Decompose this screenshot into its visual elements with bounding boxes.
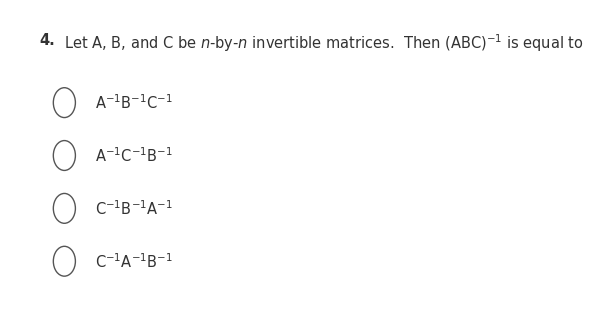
Text: $\mathrm{C}^{-1}\mathrm{B}^{-1}\mathrm{A}^{-1}$: $\mathrm{C}^{-1}\mathrm{B}^{-1}\mathrm{A… (95, 199, 173, 218)
Text: 4.: 4. (40, 33, 56, 48)
Text: $\mathrm{A}^{-1}\mathrm{B}^{-1}\mathrm{C}^{-1}$: $\mathrm{A}^{-1}\mathrm{B}^{-1}\mathrm{C… (95, 93, 173, 112)
Text: Let A, B, and C be $n$-by-$n$ invertible matrices.  Then $(\mathrm{ABC})^{-1}$ i: Let A, B, and C be $n$-by-$n$ invertible… (64, 33, 584, 54)
Text: $\mathrm{C}^{-1}\mathrm{A}^{-1}\mathrm{B}^{-1}$: $\mathrm{C}^{-1}\mathrm{A}^{-1}\mathrm{B… (95, 252, 173, 271)
Text: $\mathrm{A}^{-1}\mathrm{C}^{-1}\mathrm{B}^{-1}$: $\mathrm{A}^{-1}\mathrm{C}^{-1}\mathrm{B… (95, 146, 173, 165)
